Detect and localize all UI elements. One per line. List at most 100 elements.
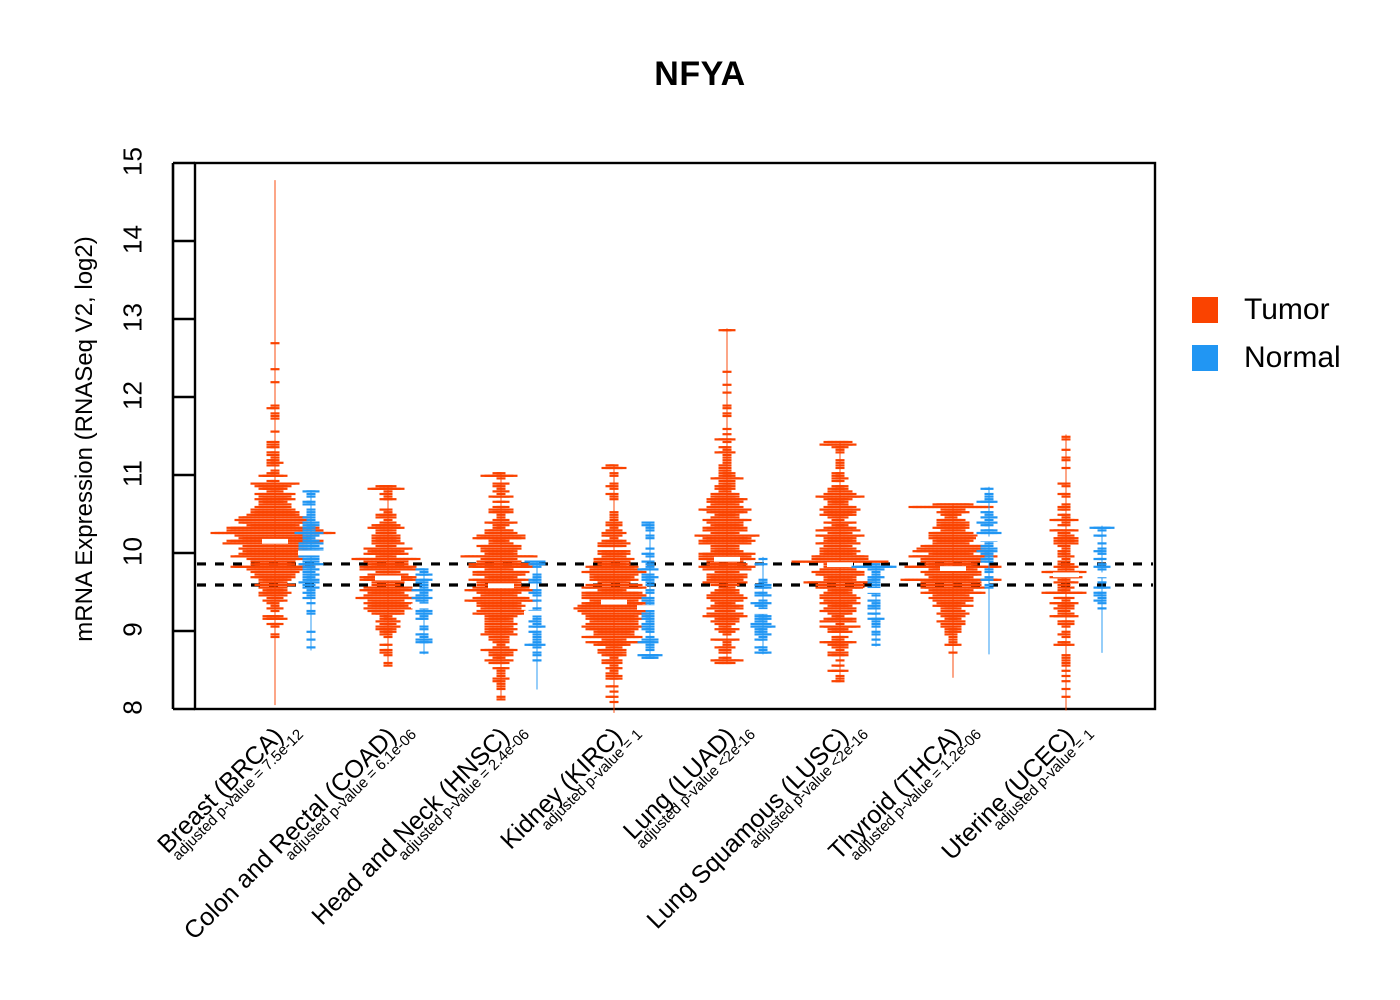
data-point [310,586,320,589]
data-point [698,552,708,555]
data-point [484,552,494,555]
data-point [710,492,720,496]
data-point [928,537,938,540]
data-point [754,620,764,623]
data-point [920,570,930,574]
data-point [391,524,401,527]
data-point [718,625,728,628]
data-point [823,492,833,496]
data-point [504,529,514,532]
data-point [718,630,728,633]
data-point [936,602,946,605]
data-point [718,651,728,654]
data-point [718,472,728,475]
data-point [230,565,240,568]
data-point [286,573,296,576]
data-point [964,531,974,535]
data-point [371,583,381,587]
data-point [617,539,627,542]
data-point [649,641,659,644]
legend-item-tumor[interactable]: Tumor [1192,286,1341,334]
data-point [726,630,736,633]
data-point [403,547,413,550]
data-point [274,461,284,464]
data-point [387,485,397,488]
data-point [278,586,288,589]
data-point [314,563,324,566]
data-point [641,524,651,527]
data-point [706,607,716,610]
data-point [1065,563,1075,566]
data-point [839,477,849,480]
data-point [415,612,425,615]
data-point [520,596,530,600]
data-point [641,656,651,659]
data-point [488,651,498,654]
data-point [379,651,389,654]
data-point [936,521,946,524]
swarm-tumor-colon-and-rectal-coad [351,485,421,667]
data-point [698,565,708,568]
data-point [702,526,712,529]
data-point [867,576,877,579]
data-point [976,586,986,589]
data-point [302,503,312,506]
data-point [246,524,256,527]
data-point [867,617,877,620]
data-point [423,612,433,615]
data-point [932,542,942,545]
data-point [956,622,966,626]
data-point [399,560,409,563]
data-point [956,609,966,613]
data-point [512,591,522,594]
data-point [367,604,377,607]
data-point [920,586,930,589]
data-point [512,602,522,605]
data-point [484,622,494,626]
data-point [294,557,304,561]
data-point [710,547,720,550]
data-point [585,617,595,620]
legend-item-normal[interactable]: Normal [1192,334,1341,382]
data-point [363,602,373,605]
data-point [1053,581,1063,584]
data-point [762,586,772,589]
data-point [762,615,772,618]
data-point [258,495,268,498]
data-point [488,661,498,665]
data-point [1089,526,1099,529]
data-point [278,581,288,584]
data-point [928,576,938,579]
data-point [508,521,518,524]
data-point [706,498,716,501]
data-point [512,581,522,584]
data-point [1093,594,1103,597]
data-point [726,485,736,488]
data-point [714,438,724,441]
data-point [226,529,236,532]
data-point [500,518,510,522]
data-point [718,490,728,493]
data-point [718,464,728,467]
swarm-normal-lung-squamous-lusc [851,563,897,647]
data-point [754,591,764,594]
data-point [726,474,736,477]
data-point [714,570,724,574]
data-point [952,630,962,633]
data-point [839,646,849,649]
data-point [847,607,857,610]
data-point [516,534,526,537]
data-point [831,646,841,649]
data-point [411,589,421,592]
data-point [266,453,276,457]
data-point [528,591,538,594]
data-point [375,531,385,535]
data-point [956,615,966,618]
data-point [254,498,264,501]
data-point [310,568,320,571]
data-point [577,604,587,607]
data-point [831,479,841,483]
data-point [762,622,772,626]
data-point [310,560,320,563]
data-point [488,508,498,511]
